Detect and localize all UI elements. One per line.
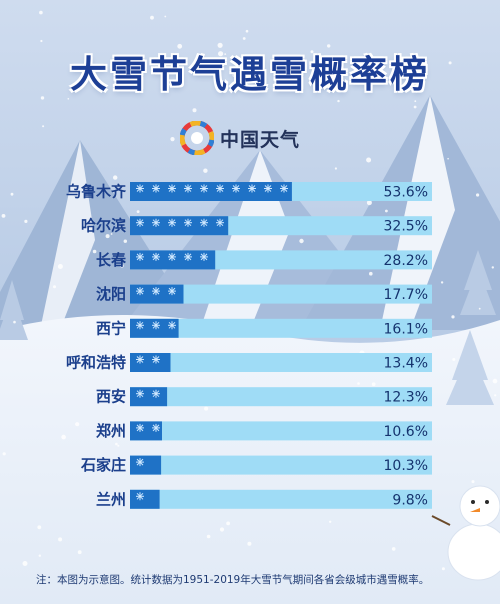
pine-tree-icon	[0, 280, 28, 340]
page-title: 大雪节气遇雪概率榜	[70, 53, 430, 96]
snowflake-pattern-icon	[136, 492, 144, 501]
value-label: 9.8%	[392, 492, 428, 508]
bar-track	[130, 421, 432, 441]
bar-track	[130, 284, 432, 304]
category-label: 石家庄	[80, 456, 126, 474]
bar	[130, 284, 184, 304]
category-label: 呼和浩特	[66, 354, 126, 372]
bar	[130, 455, 162, 475]
bar	[130, 216, 229, 236]
value-label: 10.3%	[384, 458, 428, 474]
china-weather-logo-icon	[180, 121, 214, 155]
category-label: 兰州	[96, 490, 126, 508]
category-label: 沈阳	[96, 285, 126, 303]
pine-tree-icon	[460, 250, 496, 315]
category-label: 西宁	[96, 319, 126, 337]
snowflake-pattern-icon	[136, 355, 160, 364]
bar	[130, 387, 168, 407]
snowflake-pattern-icon	[136, 287, 176, 296]
value-label: 10.6%	[384, 424, 428, 440]
bar	[130, 421, 162, 441]
footnote: 注：本图为示意图。统计数据为1951-2019年大雪节气期间各省会级城市遇雪概率…	[36, 574, 430, 586]
value-label: 17.7%	[384, 287, 428, 303]
snowflake-pattern-icon	[136, 252, 208, 261]
brand-name: 中国天气	[220, 128, 301, 151]
bar-track	[130, 489, 432, 509]
pine-tree-icon	[446, 330, 494, 405]
snowflake-pattern-icon	[136, 321, 176, 330]
snowflake-pattern-icon	[136, 184, 288, 193]
bar	[130, 250, 216, 270]
bar	[130, 353, 171, 372]
category-label: 西安	[96, 388, 126, 406]
bar-track	[130, 318, 432, 338]
category-label: 哈尔滨	[81, 217, 126, 235]
value-label: 12.3%	[384, 390, 428, 406]
value-label: 13.4%	[384, 356, 428, 372]
value-label: 28.2%	[384, 253, 428, 269]
category-label: 长春	[96, 251, 126, 269]
bar	[130, 489, 160, 509]
snowflake-pattern-icon	[136, 458, 144, 467]
value-label: 32.5%	[384, 219, 428, 235]
value-label: 53.6%	[384, 185, 428, 201]
value-label: 16.1%	[384, 321, 428, 337]
category-label: 郑州	[96, 422, 126, 440]
brand-logo: 中国天气	[180, 120, 300, 156]
snowflake-pattern-icon	[136, 423, 160, 432]
snowflake-pattern-icon	[136, 389, 160, 398]
bar-track	[130, 387, 432, 407]
bar-track	[130, 455, 432, 475]
snowflake-pattern-icon	[136, 218, 224, 227]
bar-track	[130, 353, 432, 372]
snowman-icon	[431, 485, 500, 581]
category-label: 乌鲁木齐	[66, 183, 127, 201]
